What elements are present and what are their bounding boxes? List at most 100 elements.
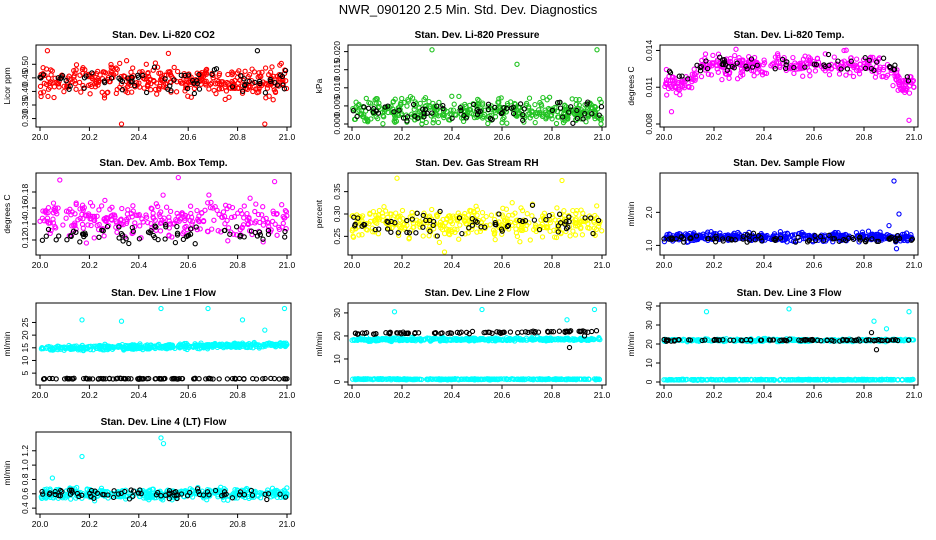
data-point <box>666 68 673 74</box>
x-tick-label: 20.4 <box>444 260 461 270</box>
data-point <box>240 88 246 94</box>
data-point <box>362 376 369 383</box>
data-point <box>369 225 376 231</box>
data-point <box>413 230 419 236</box>
data-point <box>268 375 274 382</box>
data-point <box>523 337 529 343</box>
data-point <box>190 219 196 225</box>
data-point <box>491 376 498 382</box>
data-point <box>409 213 415 219</box>
data-point <box>140 219 146 225</box>
data-point <box>47 220 53 226</box>
data-point <box>542 107 548 113</box>
data-point <box>705 71 712 77</box>
data-point <box>434 376 440 382</box>
x-tick-label: 20.2 <box>81 132 98 142</box>
data-point <box>466 225 472 231</box>
data-point <box>891 66 898 72</box>
data-point <box>526 95 533 101</box>
data-point <box>52 75 58 81</box>
data-point <box>45 93 51 100</box>
data-point <box>205 375 211 382</box>
data-point <box>152 86 159 93</box>
data-point <box>522 218 529 224</box>
data-point <box>504 223 511 230</box>
data-point <box>572 232 579 238</box>
series-subset <box>350 99 605 126</box>
y-tick-label: 0 <box>644 379 654 384</box>
data-point <box>167 68 173 75</box>
data-point <box>693 75 699 81</box>
data-point <box>376 376 382 382</box>
x-tick-label: 20.4 <box>756 132 773 142</box>
data-point <box>196 213 202 219</box>
data-point <box>129 89 135 95</box>
data-point <box>529 213 535 219</box>
data-point <box>574 115 581 122</box>
data-point <box>744 66 750 72</box>
data-point <box>363 330 370 336</box>
data-point <box>424 376 430 383</box>
data-point <box>871 67 877 74</box>
data-point <box>467 207 473 214</box>
data-point <box>712 239 719 245</box>
data-point <box>520 376 526 382</box>
data-point <box>143 214 150 220</box>
data-point <box>822 51 828 57</box>
data-point <box>102 376 109 382</box>
data-point <box>225 238 231 244</box>
data-point <box>848 58 854 64</box>
data-point <box>398 102 404 108</box>
data-point <box>555 229 561 235</box>
data-point <box>531 217 538 223</box>
data-point <box>471 338 477 344</box>
data-point <box>364 227 370 233</box>
x-tick-label: 20.4 <box>756 390 773 400</box>
data-point <box>257 232 263 238</box>
data-point <box>432 376 438 382</box>
data-point <box>393 118 400 124</box>
data-point <box>229 375 236 382</box>
data-point <box>380 113 386 119</box>
data-point <box>213 90 219 97</box>
data-point <box>897 337 904 344</box>
data-point <box>49 68 55 74</box>
data-point <box>688 76 694 82</box>
data-point <box>130 65 136 71</box>
data-point <box>539 111 545 117</box>
x-tick-label: 20.2 <box>706 390 723 400</box>
data-point <box>279 202 285 208</box>
x-tick-label: 21.0 <box>594 132 611 142</box>
data-point <box>40 72 47 78</box>
data-point <box>454 376 461 382</box>
data-point <box>210 72 216 79</box>
data-point <box>883 74 889 80</box>
data-point <box>669 236 675 242</box>
data-point <box>519 337 526 343</box>
data-point <box>135 376 141 382</box>
y-tick-label: 0.014 <box>644 40 654 62</box>
series-subset <box>666 51 912 84</box>
data-point <box>841 47 847 54</box>
data-point <box>791 64 797 71</box>
data-point <box>566 344 573 351</box>
data-point <box>495 336 501 343</box>
data-point <box>140 376 146 382</box>
data-point <box>800 56 807 62</box>
data-point <box>209 71 215 78</box>
data-point <box>152 376 158 382</box>
data-point <box>237 227 243 233</box>
data-point <box>229 78 235 85</box>
data-point <box>356 232 362 238</box>
data-point <box>45 205 52 211</box>
y-tick-label: 2.0 <box>644 206 654 218</box>
data-point <box>89 376 96 382</box>
data-point <box>183 344 189 350</box>
data-point <box>906 117 912 123</box>
x-tick-label: 20.0 <box>32 132 49 142</box>
y-tick-label: 0.45 <box>20 69 30 86</box>
data-point <box>252 220 258 226</box>
y-tick-label: 0.011 <box>644 77 654 98</box>
